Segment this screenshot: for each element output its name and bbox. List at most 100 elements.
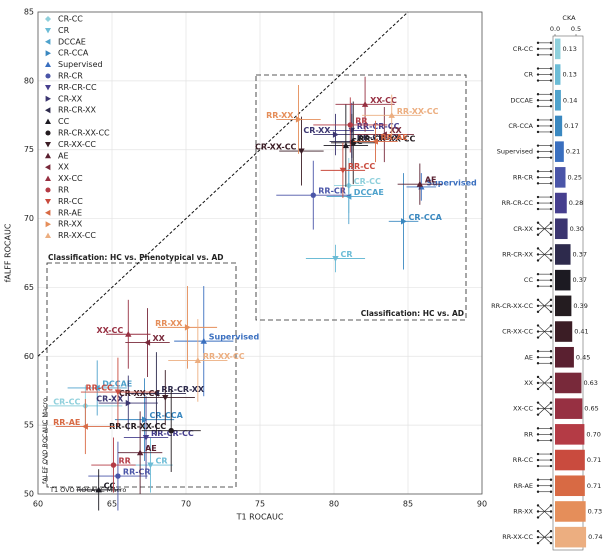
legend-label: CR-CC: [58, 15, 83, 24]
legend-label: CR-XX: [58, 94, 83, 103]
point: [295, 116, 302, 123]
legend-marker: [45, 152, 51, 159]
point-label: DCCAE: [102, 379, 132, 388]
point: [110, 462, 117, 468]
icon: [536, 401, 553, 416]
category-label: RR-CR-XX-CC: [491, 302, 533, 310]
x-tick-label: 0.0: [550, 25, 560, 33]
icon: [536, 452, 553, 468]
legend-marker: [45, 221, 51, 228]
bar: [555, 269, 571, 291]
legend-marker: [45, 199, 51, 205]
legend-marker: [45, 232, 51, 238]
point-label: Supervised: [426, 178, 477, 187]
category-label: AE: [524, 353, 533, 361]
icon: [536, 195, 553, 211]
bar: [555, 64, 561, 85]
x-tick-label: 85: [403, 500, 413, 509]
legend-label: Supervised: [58, 60, 103, 69]
point: [310, 192, 316, 198]
icon: [536, 504, 553, 519]
legend-label: CC: [58, 117, 70, 126]
point-label: CR-XX-CC: [255, 143, 297, 152]
icon: [536, 221, 553, 236]
bar: [555, 115, 563, 137]
category-label: RR-AE: [513, 482, 533, 490]
point-label: RR-CR-XX: [357, 133, 401, 142]
icon: [536, 170, 553, 185]
point-label: RR-XX-CC: [203, 352, 245, 361]
point: [350, 140, 356, 146]
y-tick-label: 50: [24, 490, 34, 499]
category-label: RR-CR: [513, 173, 534, 181]
category-label: RR-XX: [513, 507, 533, 515]
legend-marker: [45, 28, 51, 34]
point: [361, 101, 369, 107]
point: [125, 331, 132, 337]
value-label: 0.71: [587, 482, 601, 490]
bar: [555, 141, 564, 162]
category-label: CR-CC: [513, 45, 534, 53]
point: [153, 390, 159, 397]
legend-label: CR: [58, 26, 70, 35]
bar: [555, 192, 567, 214]
icon: [536, 427, 553, 442]
point: [82, 423, 88, 430]
point: [298, 148, 305, 155]
point-label: RR: [355, 116, 367, 125]
legend-label: RR-CR-XX-CC: [58, 129, 110, 138]
point-label: XX-CC: [97, 326, 124, 335]
legend-label: CR-CCA: [58, 49, 89, 58]
point-label: RR-CR-CC: [357, 122, 400, 131]
box-hc-pad: [46, 262, 237, 488]
value-label: 0.45: [576, 353, 590, 361]
point-label: CR-CC: [354, 177, 381, 186]
value-label: 0.37: [573, 250, 587, 258]
value-label: 0.14: [563, 96, 577, 104]
icon: [536, 41, 553, 57]
x-tick-label: 70: [181, 500, 191, 509]
x-tick-label: 65: [107, 500, 117, 509]
category-label: RR: [524, 430, 534, 438]
legend-marker: [45, 118, 51, 124]
value-label: 0.39: [573, 302, 587, 310]
box-hc-ad: [255, 74, 467, 321]
legend-label: DCCAE: [58, 37, 86, 46]
legend-marker: [45, 130, 51, 136]
legend-label: RR-CR-XX: [58, 106, 96, 115]
legend-marker: [45, 142, 51, 148]
y-tick-label: 65: [24, 283, 34, 292]
value-label: 0.37: [573, 276, 587, 284]
point-label: XX-CC: [370, 96, 397, 105]
icon: [536, 350, 553, 365]
bar: [555, 424, 585, 445]
category-label: CR-CCA: [508, 122, 533, 130]
point-label: RR-XX-CC: [397, 107, 439, 116]
value-label: 0.17: [564, 122, 578, 130]
legend-label: XX: [58, 163, 69, 172]
point-label: CR-CC: [53, 397, 80, 406]
value-label: 0.71: [587, 456, 601, 464]
value-label: 0.65: [584, 405, 598, 413]
y-tick-label: 70: [24, 214, 34, 223]
category-label: RR-CR-XX: [502, 250, 533, 258]
point-label: CR-CCA: [409, 213, 443, 222]
point-label: RR-CR: [318, 187, 346, 196]
x-tick-label: 90: [477, 500, 487, 509]
point: [95, 486, 102, 493]
icon: [536, 93, 553, 108]
point: [136, 449, 144, 456]
point: [416, 180, 424, 187]
bar: [555, 167, 566, 188]
icon: [536, 272, 553, 288]
icon: [536, 324, 553, 339]
point-label: RR-XX: [155, 319, 183, 328]
icon: [536, 144, 553, 159]
point-label: RR-CR-XX-CC: [358, 134, 415, 143]
point-label: RR-AE: [380, 133, 407, 142]
x-tick-label: 80: [329, 500, 339, 509]
point-label: RR-CR-XX: [161, 385, 205, 394]
category-label: Supervised: [497, 148, 533, 156]
legend-marker: [45, 175, 51, 181]
legend-label: AE: [58, 151, 69, 160]
